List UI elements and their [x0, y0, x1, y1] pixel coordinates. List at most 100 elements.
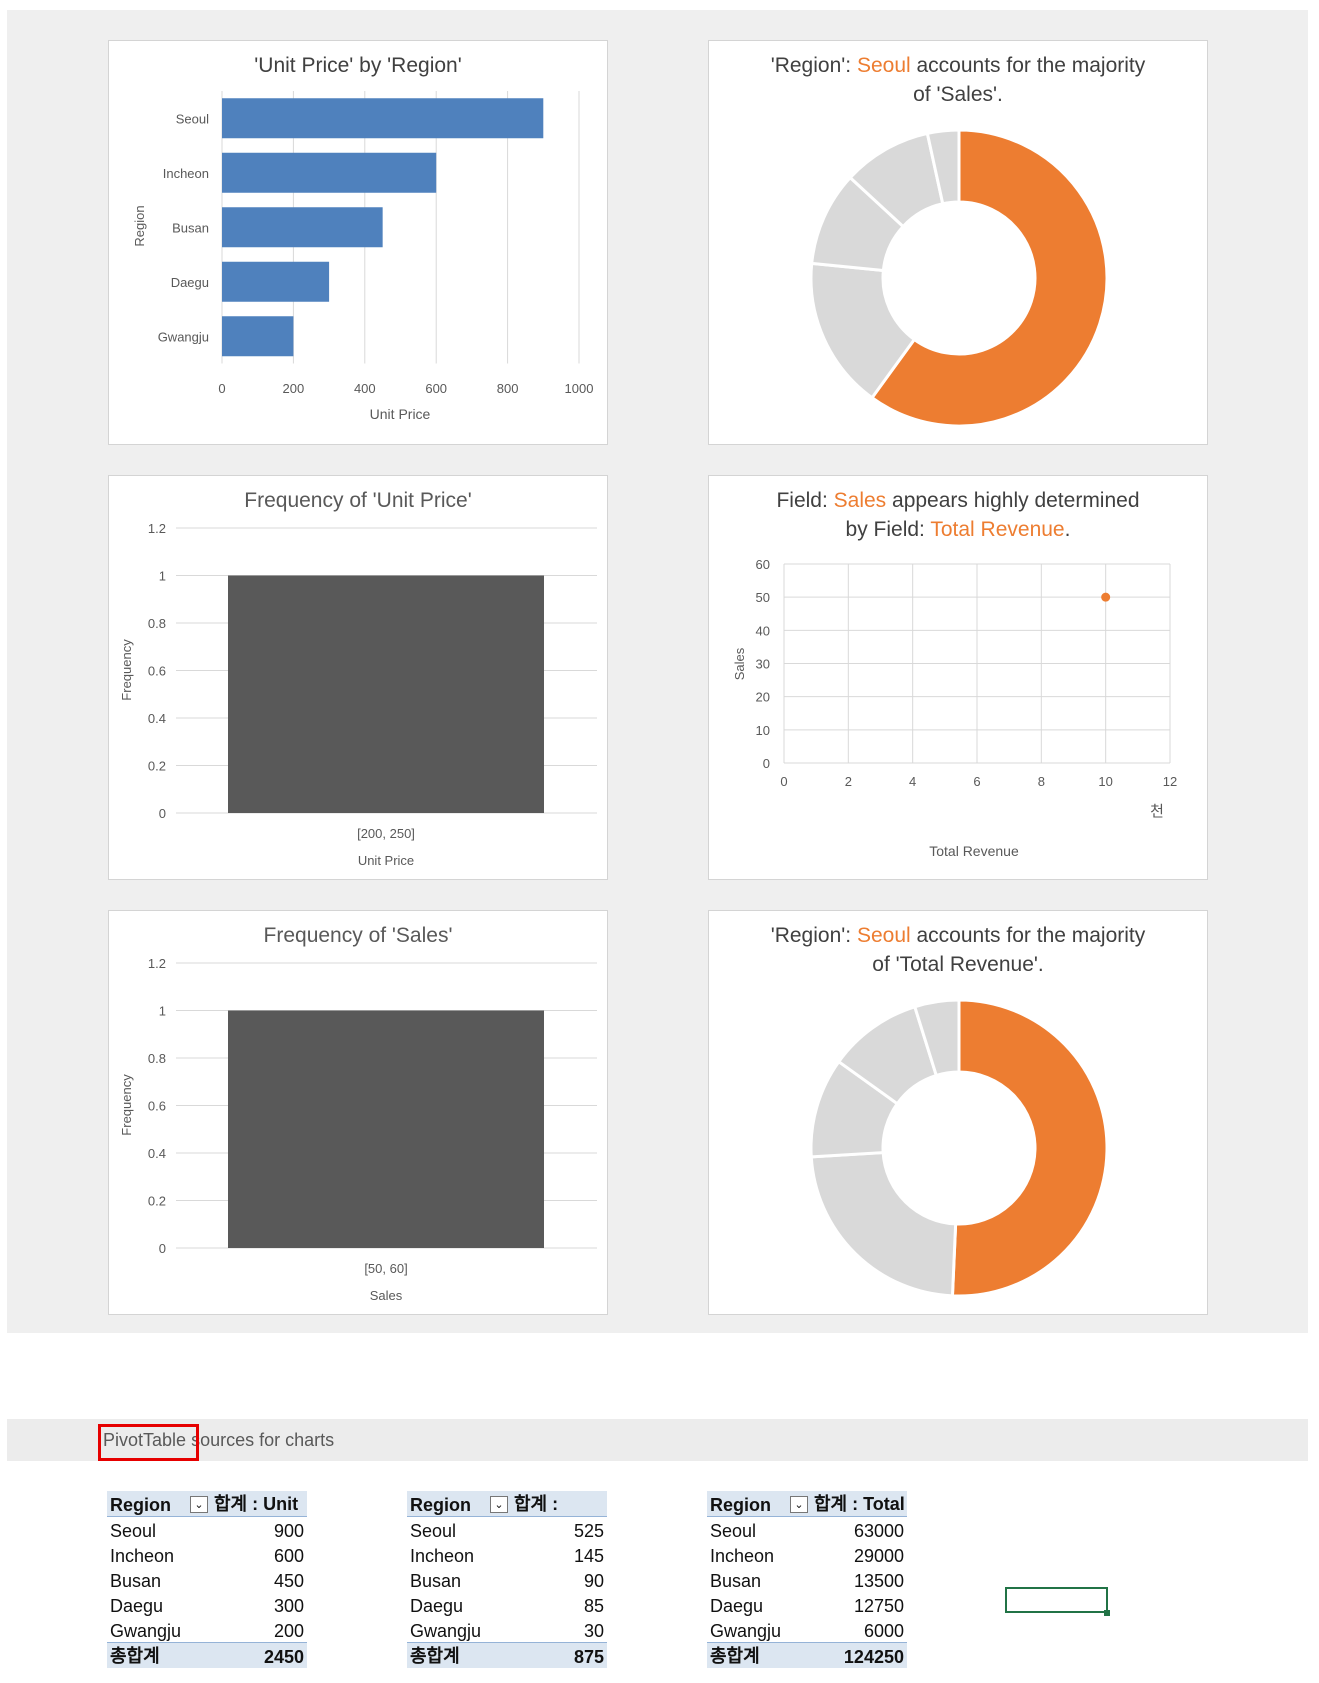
y-axis-label: Frequency [119, 639, 134, 701]
row-label: Daegu [710, 1596, 764, 1616]
y-axis-label: Sales [732, 647, 747, 680]
scatter-chart-svg: 0 10 20 30 40 50 60 0 2 4 6 8 10 12 천 Total Revenue Sale… [732, 557, 1177, 859]
pivot-col-value: 합계 : Unit [214, 1494, 299, 1514]
pivot-row[interactable]: Seoul 525 [407, 1517, 607, 1542]
row-value: 300 [273, 1596, 304, 1616]
pivot-row[interactable]: Daegu 12750 [707, 1592, 907, 1617]
bar [222, 316, 294, 357]
y-tick-label: 1.2 [148, 956, 166, 971]
pivot-col-region: Region [710, 1495, 771, 1515]
total-label: 총합계 [710, 1646, 760, 1666]
pivot-row[interactable]: Incheon 145 [407, 1542, 607, 1567]
donut-slice [925, 128, 961, 206]
y-tick-label: 0.4 [148, 1146, 166, 1161]
pivot-row[interactable]: Gwangju 6000 [707, 1617, 907, 1642]
pivot-col-value: 합계 : [514, 1494, 559, 1514]
row-label: Incheon [410, 1546, 475, 1566]
pivot-row[interactable]: Busan 90 [407, 1567, 607, 1592]
y-tick-label: 0.2 [148, 1194, 166, 1209]
histogram-bar [228, 1010, 544, 1248]
section-header-band [7, 1419, 1308, 1461]
y-tick-label: 1 [159, 1004, 166, 1019]
pivot-row[interactable]: Daegu 85 [407, 1592, 607, 1617]
fill-handle[interactable] [1104, 1610, 1110, 1616]
title-highlight: Seoul [856, 54, 911, 77]
donut-slice [869, 128, 1109, 428]
pivot-row[interactable]: Busan 450 [107, 1567, 307, 1592]
y-tick-label: Gwangju [158, 329, 209, 344]
title-part: 'Region': [770, 924, 857, 947]
row-value: 85 [583, 1596, 604, 1616]
chart-revenue-donut[interactable]: 'Region': Seoul accounts for the majorit… [708, 910, 1208, 1315]
x-axis-label: Total Revenue [929, 843, 1019, 859]
title-highlight: Total Revenue [930, 518, 1065, 541]
y-axis-label: Frequency [119, 1074, 134, 1136]
total-value: 2450 [263, 1647, 304, 1667]
pivot-row[interactable]: Busan 13500 [707, 1567, 907, 1592]
pivot-row[interactable]: Gwangju 200 [107, 1617, 307, 1642]
filter-dropdown-icon[interactable]: ⌄ [790, 1496, 808, 1513]
row-value: 525 [573, 1521, 604, 1541]
bar [222, 152, 437, 193]
title-part: of 'Sales'. [913, 83, 1003, 106]
chart-unit-price-frequency[interactable]: Frequency of 'Unit Price' 0 0.2 0.4 0.6 0.8 1… [108, 475, 608, 880]
chart-sales-donut[interactable]: 'Region': Seoul accounts for the majorit… [708, 40, 1208, 445]
pivot-col-region: Region [110, 1495, 171, 1515]
row-value: 600 [273, 1546, 304, 1566]
y-tick-label: 30 [756, 657, 770, 672]
chart-title: Frequency of 'Unit Price' [244, 489, 472, 512]
y-tick-label: Busan [172, 220, 209, 235]
x-tick-label: 2 [845, 774, 852, 789]
row-value: 63000 [853, 1521, 904, 1541]
pivot-row[interactable]: Gwangju 30 [407, 1617, 607, 1642]
x-tick-label: 8 [1038, 774, 1045, 789]
selected-cell[interactable] [1005, 1587, 1108, 1613]
filter-dropdown-icon[interactable]: ⌄ [190, 1496, 208, 1513]
histogram-svg: 0 0.2 0.4 0.6 0.8 1 1.2 [50, 60] Sales Frequency [119, 956, 597, 1303]
row-value: 90 [583, 1571, 604, 1591]
x-axis-label: Unit Price [370, 406, 431, 422]
pivot-total-row[interactable]: 총합계 124250 [707, 1642, 907, 1668]
chart-unit-price-by-region[interactable]: 'Unit Price' by 'Region' 0 200 400 600 800 10… [108, 40, 608, 445]
y-tick-label: 50 [756, 590, 770, 605]
chart-title: Field: Sales appears highly determined b… [709, 486, 1207, 544]
pivot-header: Region ⌄ 합계 : Total [707, 1491, 907, 1517]
row-label: Busan [410, 1571, 462, 1591]
row-value: 200 [273, 1621, 304, 1641]
row-value: 29000 [853, 1546, 904, 1566]
y-tick-label: 0.2 [148, 759, 166, 774]
y-tick-label: Daegu [171, 275, 209, 290]
chart-sales-vs-revenue[interactable]: Field: Sales appears highly determined b… [708, 475, 1208, 880]
row-label: Incheon [710, 1546, 775, 1566]
pivot-row[interactable]: Daegu 300 [107, 1592, 307, 1617]
row-label: Seoul [110, 1521, 157, 1541]
pivot-total-row[interactable]: 총합계 875 [407, 1642, 607, 1668]
row-value: 6000 [863, 1621, 904, 1641]
row-label: Gwangju [110, 1621, 182, 1641]
pivot-total-row[interactable]: 총합계 2450 [107, 1642, 307, 1668]
row-value: 13500 [853, 1571, 904, 1591]
y-tick-label: 0.8 [148, 1051, 166, 1066]
pivot-row[interactable]: Incheon 600 [107, 1542, 307, 1567]
pivottable-word: PivotTable [103, 1430, 187, 1450]
title-part: accounts for the majority [910, 924, 1146, 947]
title-part: Field: [776, 489, 834, 512]
section-header-text: PivotTable sources for charts [103, 1430, 334, 1451]
pivot-row[interactable]: Seoul 63000 [707, 1517, 907, 1542]
title-highlight: Sales [833, 489, 887, 512]
chart-title: 'Region': Seoul accounts for the majorit… [709, 921, 1207, 979]
pivot-row[interactable]: Seoul 900 [107, 1517, 307, 1542]
title-part: . [1064, 518, 1071, 541]
chart-title: 'Unit Price' by 'Region' [254, 54, 462, 77]
row-label: Daegu [410, 1596, 464, 1616]
row-label: Gwangju [710, 1621, 782, 1641]
y-tick-label: 0.4 [148, 711, 166, 726]
filter-dropdown-icon[interactable]: ⌄ [490, 1496, 508, 1513]
pivot-col-region: Region [410, 1495, 471, 1515]
pivot-row[interactable]: Incheon 29000 [707, 1542, 907, 1567]
total-value: 875 [573, 1647, 604, 1667]
chart-sales-frequency[interactable]: Frequency of 'Sales' 0 0.2 0.4 0.6 0.8 1 1.2 [5… [108, 910, 608, 1315]
x-tick-label: 6 [973, 774, 980, 789]
chart-title: 'Region': Seoul accounts for the majorit… [709, 51, 1207, 109]
row-value: 30 [583, 1621, 604, 1641]
